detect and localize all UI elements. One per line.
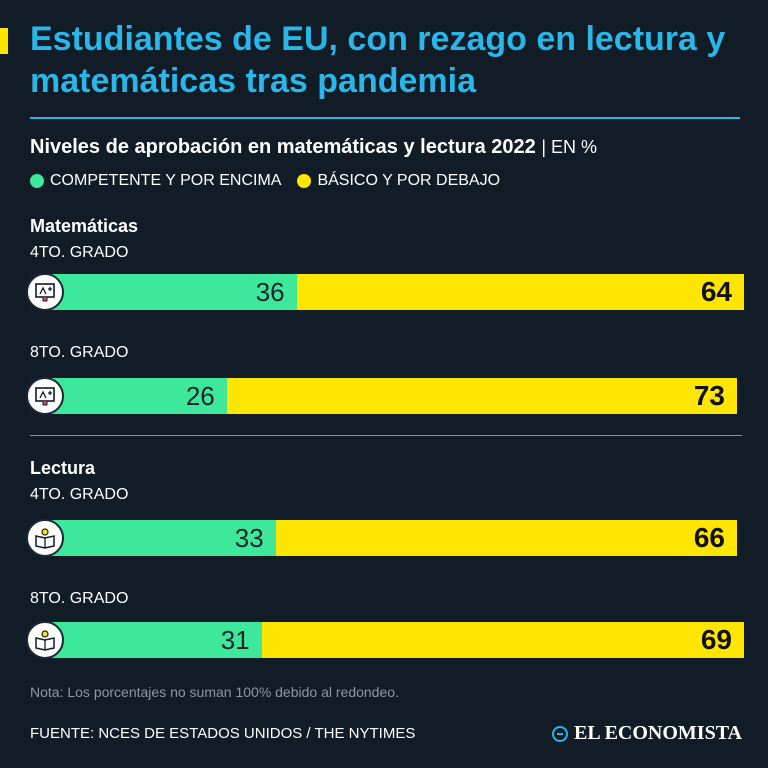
grade-label-math-8: 8TO. GRADO (30, 344, 129, 361)
value-basic: 73 (693, 380, 725, 411)
value-basic: 66 (693, 522, 725, 553)
bar-competent (45, 378, 227, 414)
footnote: Nota: Los porcentajes no suman 100% debi… (30, 684, 399, 700)
bar-competent (45, 622, 262, 658)
book-lightbulb-icon (26, 519, 64, 557)
value-competent: 26 (185, 381, 215, 411)
book-lightbulb-icon (26, 621, 64, 659)
math-chalkboard-icon (26, 377, 64, 415)
grade-label-reading-8: 8TO. GRADO (30, 590, 129, 607)
brand-mark-icon (552, 725, 568, 742)
legend-item-basic: BÁSICO Y POR DEBAJO (297, 172, 500, 190)
legend-label-basic: BÁSICO Y POR DEBAJO (317, 172, 501, 189)
value-competent: 36 (255, 277, 285, 307)
value-competent: 33 (234, 523, 264, 553)
bar-row-math-8: 26 73 (26, 377, 744, 415)
bar-competent (45, 520, 276, 556)
bar-basic (275, 520, 737, 556)
grade-label-reading-4: 4TO. GRADO (30, 486, 129, 503)
accent-bar (0, 28, 8, 54)
bar-row-math-4: 36 64 (26, 273, 744, 311)
title-rule (30, 117, 740, 119)
legend-label-competent: COMPETENTE Y POR ENCIMA (50, 172, 282, 189)
bar-row-reading-8: 31 69 (26, 621, 744, 659)
value-competent: 31 (220, 625, 250, 655)
legend-dot-yellow (297, 174, 312, 188)
value-basic: 69 (700, 624, 732, 655)
unit-label: | EN % (541, 137, 598, 157)
brand-logo: EL ECONOMISTA (552, 722, 742, 745)
page-title: Estudiantes de EU, con rezago en lectura… (30, 20, 726, 100)
value-basic: 64 (700, 276, 732, 307)
bar-basic (296, 274, 744, 310)
bar-basic (226, 378, 737, 414)
source-line: FUENTE: NCES DE ESTADOS UNIDOS / THE NYT… (30, 725, 416, 742)
chart-subtitle: Niveles de aprobación en matemáticas y l… (30, 136, 597, 159)
section-title-math: Matemáticas (30, 216, 139, 236)
bar-row-reading-4: 33 66 (26, 519, 744, 557)
grade-label-math-4: 4TO. GRADO (30, 244, 129, 261)
brand-name: EL ECONOMISTA (574, 722, 742, 744)
section-title-reading: Lectura (30, 458, 96, 478)
legend: COMPETENTE Y POR ENCIMA BÁSICO Y POR DEB… (30, 172, 516, 190)
bar-basic (261, 622, 744, 658)
math-chalkboard-icon (26, 273, 64, 311)
bar-competent (45, 274, 297, 310)
section-divider (30, 435, 742, 436)
subtitle-text: Niveles de aprobación en matemáticas y l… (30, 136, 536, 158)
legend-dot-green (30, 174, 44, 188)
legend-item-competent: COMPETENTE Y POR ENCIMA (30, 172, 281, 190)
